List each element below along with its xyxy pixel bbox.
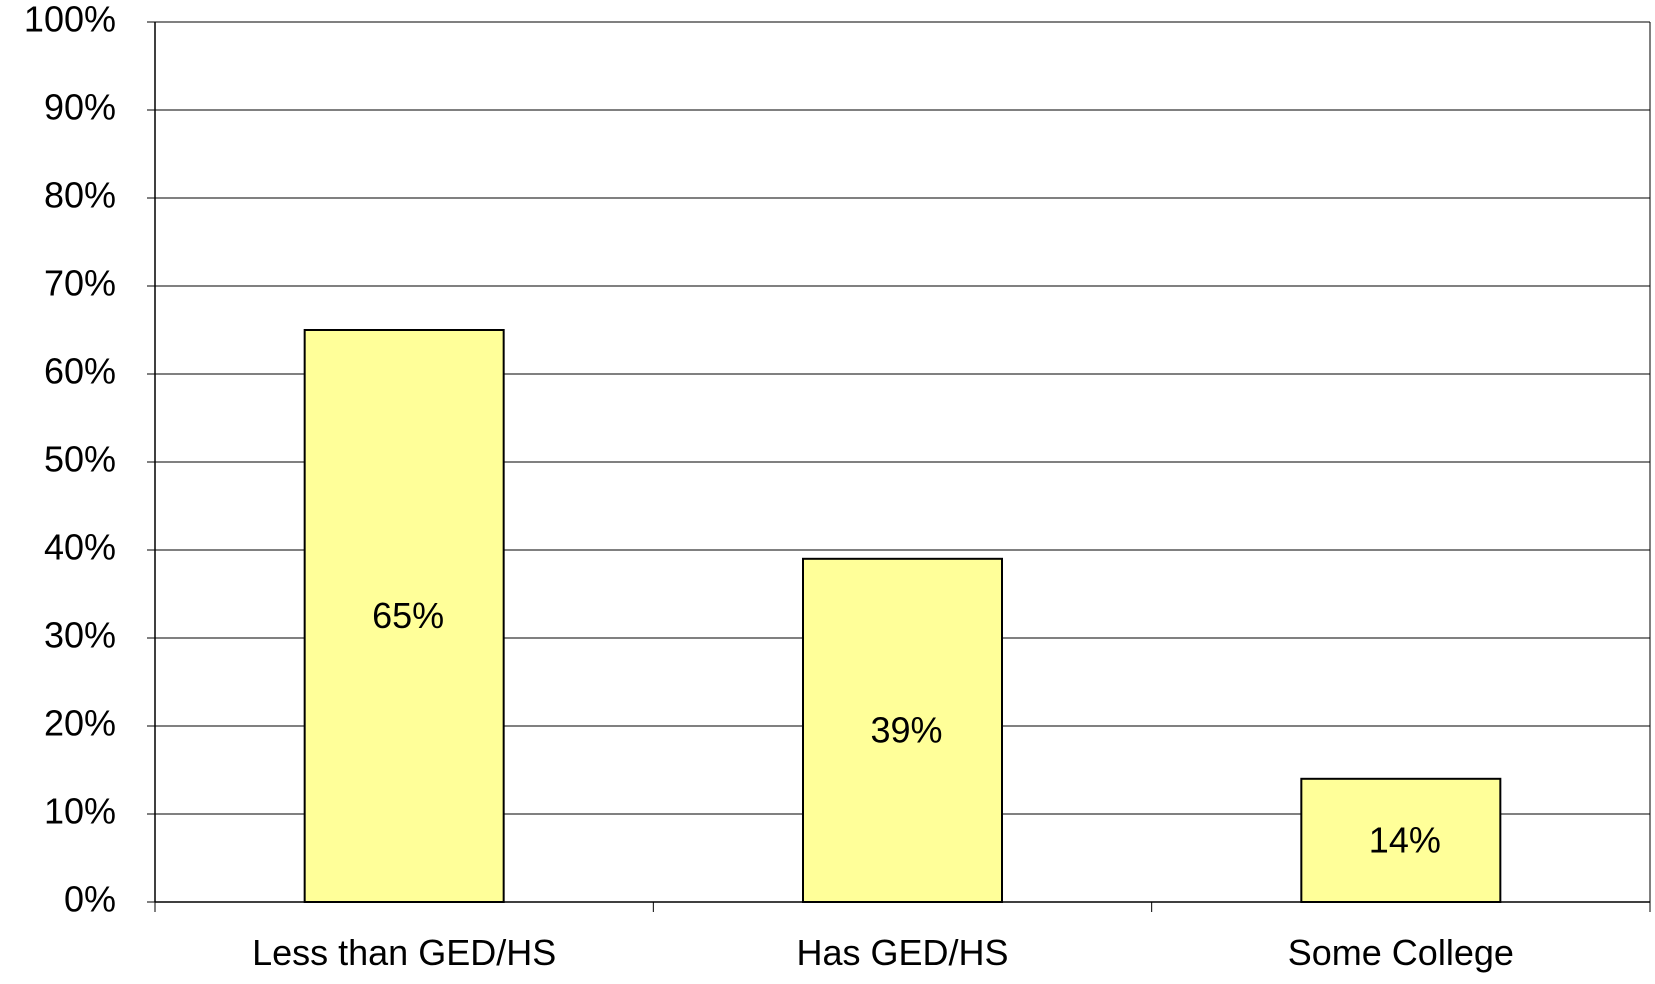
data-label: 39% bbox=[870, 709, 942, 750]
y-tick-label: 10% bbox=[44, 791, 116, 832]
x-tick-label: Some College bbox=[1288, 932, 1514, 973]
y-tick-label: 0% bbox=[64, 879, 116, 920]
bars bbox=[303, 329, 1502, 903]
y-tick-label: 80% bbox=[44, 175, 116, 216]
bar bbox=[802, 557, 1003, 903]
labels: 0% 10% 20% 30% 40% 50% 60% 70% 80% 90% 100% 65% Less… bbox=[24, 0, 1514, 973]
y-tick-label: 50% bbox=[44, 439, 116, 480]
y-tick-label: 30% bbox=[44, 615, 116, 656]
axes bbox=[147, 21, 1651, 912]
y-tick-label: 40% bbox=[44, 527, 116, 568]
y-tick-label: 60% bbox=[44, 351, 116, 392]
y-tick-label: 70% bbox=[44, 263, 116, 304]
x-tick-label: Has GED/HS bbox=[796, 932, 1008, 973]
data-label: 14% bbox=[1369, 819, 1441, 860]
data-label: 65% bbox=[372, 595, 444, 636]
bar bbox=[303, 329, 505, 903]
y-tick-label: 20% bbox=[44, 703, 116, 744]
x-tick-label: Less than GED/HS bbox=[252, 932, 556, 973]
y-tick-label: 100% bbox=[24, 0, 116, 40]
y-tick-label: 90% bbox=[44, 87, 116, 128]
